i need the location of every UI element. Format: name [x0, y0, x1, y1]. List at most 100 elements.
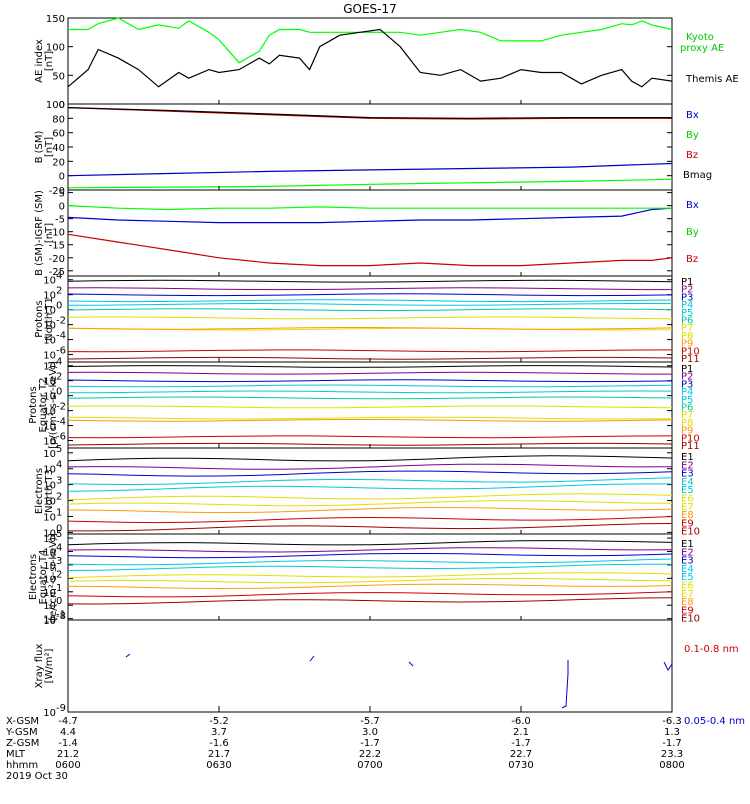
y-axis-label: [e/(cm²-s-sr-keV)]: [48, 533, 59, 621]
x-tick-label: -1.7: [360, 738, 380, 749]
x-axis-row-label: hhmm: [6, 760, 38, 771]
x-tick-label: -4.7: [58, 716, 78, 727]
legend-entry: E1: [681, 452, 694, 463]
series-line-bmag: [67, 107, 672, 119]
y-tick-exponent: 5: [56, 444, 62, 455]
y-tick-label: 10: [43, 422, 56, 433]
y-tick-label: 10: [43, 547, 56, 558]
series-line-themis-ae: [67, 28, 673, 88]
legend-entry: E1: [681, 539, 694, 550]
y-axis-label: [nT]: [44, 137, 55, 157]
x-tick-label: 21.7: [208, 749, 230, 760]
y-tick-label: 10: [43, 437, 56, 448]
y-axis-label: B (SM): [34, 130, 45, 163]
y-tick-exponent: -6: [56, 346, 66, 357]
y-tick-exponent: 3: [56, 476, 62, 487]
legend-entry: P6: [681, 403, 693, 414]
legend-entry: P5: [681, 395, 693, 406]
y-tick-exponent: 0: [56, 387, 62, 398]
y-axis-label: AE index: [34, 39, 45, 83]
y-axis-label: Equator T4: [38, 550, 49, 605]
legend-entry: P11: [681, 354, 700, 365]
legend-entry: E2: [681, 460, 694, 471]
legend-entry: P8: [681, 418, 693, 429]
legend-entry: P6: [681, 316, 693, 327]
legend-entry: E6: [681, 581, 694, 592]
flux-trace: [67, 327, 673, 330]
legend-entry: E10: [681, 527, 700, 538]
y-axis-label: Electrons: [28, 554, 39, 600]
y-tick-label: 5: [59, 189, 65, 200]
panel-frame: [67, 103, 673, 191]
legend-entry: P3: [681, 379, 693, 390]
flux-trace: [67, 577, 673, 584]
flux-trace: [67, 435, 673, 439]
y-tick-label: 150: [46, 14, 65, 25]
x-tick-label: 22.2: [359, 749, 381, 760]
legend-entry: proxy AE: [680, 43, 724, 54]
legend-entry: By: [686, 130, 699, 141]
y-tick-exponent: 0: [56, 523, 62, 534]
y-tick-label: -15: [49, 241, 65, 252]
legend-entry: E6: [681, 494, 694, 505]
y-tick-label: 10: [43, 336, 56, 347]
y-tick-label: 10: [43, 321, 56, 332]
y-axis-label: B (SM)-IGRF (SM): [34, 190, 45, 276]
flux-trace: [67, 308, 673, 311]
y-tick-label: 100: [46, 100, 65, 111]
y-axis-label: Electrons: [34, 468, 45, 514]
legend-entry: E4: [681, 477, 694, 488]
x-tick-label: 0730: [508, 760, 533, 771]
legend-entry: P4: [681, 387, 693, 398]
series-line-bz: [67, 107, 672, 120]
flux-trace: [67, 583, 673, 590]
x-tick-label: -1.7: [511, 738, 531, 749]
x-tick-label: 1.3: [664, 727, 680, 738]
y-tick-label: 10: [43, 561, 56, 572]
legend-entry: 0.05-0.4 nm: [684, 716, 745, 727]
y-tick-label: 50: [52, 71, 65, 82]
x-axis-row-label: Y-GSM: [5, 727, 38, 738]
flux-trace: [67, 390, 673, 394]
y-tick-label: 20: [52, 157, 65, 168]
x-tick-label: 0630: [206, 760, 231, 771]
y-tick-exponent: -2: [56, 316, 66, 327]
legend-entry: Themis AE: [685, 74, 739, 85]
legend-entry: E9: [681, 605, 694, 616]
legend-entry: P7: [681, 323, 693, 334]
y-tick-label: 0: [59, 172, 65, 183]
x-tick-label: -5.7: [360, 716, 380, 727]
x-tick-label: -1.7: [662, 738, 682, 749]
xray-short-fragment: [408, 661, 414, 667]
x-tick-label: -6.0: [511, 716, 531, 727]
x-tick-label: 0600: [55, 760, 80, 771]
y-tick-label: 10: [43, 449, 56, 460]
flux-trace: [67, 516, 673, 524]
y-axis-label: Protons: [28, 386, 39, 423]
y-tick-label: 60: [52, 129, 65, 140]
flux-trace: [67, 553, 673, 559]
y-tick-label: 10: [43, 534, 56, 545]
legend-entry: By: [686, 227, 699, 238]
y-axis-label: [W/m²]: [44, 648, 55, 683]
legend-entry: Bx: [686, 110, 699, 121]
flux-trace: [67, 371, 672, 375]
legend-entry: P10: [681, 346, 700, 357]
y-tick-label: 10: [43, 588, 56, 599]
flux-trace: [67, 493, 673, 501]
y-tick-label: -25: [49, 267, 65, 278]
y-tick-label: 10: [43, 574, 56, 585]
legend-entry: P2: [681, 372, 693, 383]
y-tick-label: 10: [43, 377, 56, 388]
legend-entry: P1: [681, 277, 693, 288]
y-axis-label: [nT]: [44, 223, 55, 243]
series-line-by: [67, 178, 673, 189]
y-tick-label: 10: [43, 362, 56, 373]
flux-trace: [67, 500, 673, 507]
y-tick-label: -20: [49, 186, 65, 197]
y-tick-exponent: 2: [56, 569, 62, 580]
y-axis-label: Xray flux: [34, 644, 45, 689]
y-tick-label: 10: [43, 306, 56, 317]
flux-trace: [67, 384, 673, 388]
